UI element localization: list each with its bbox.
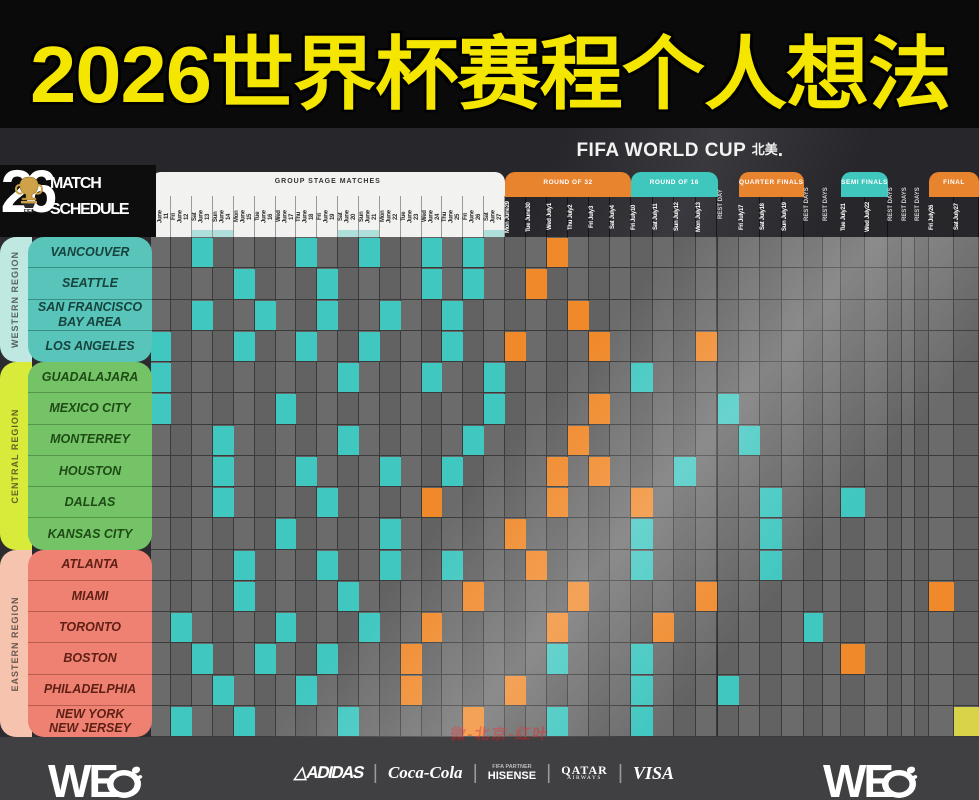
svg-text:WE: WE [823, 757, 892, 800]
svg-text:FIFA: FIFA [24, 209, 35, 215]
